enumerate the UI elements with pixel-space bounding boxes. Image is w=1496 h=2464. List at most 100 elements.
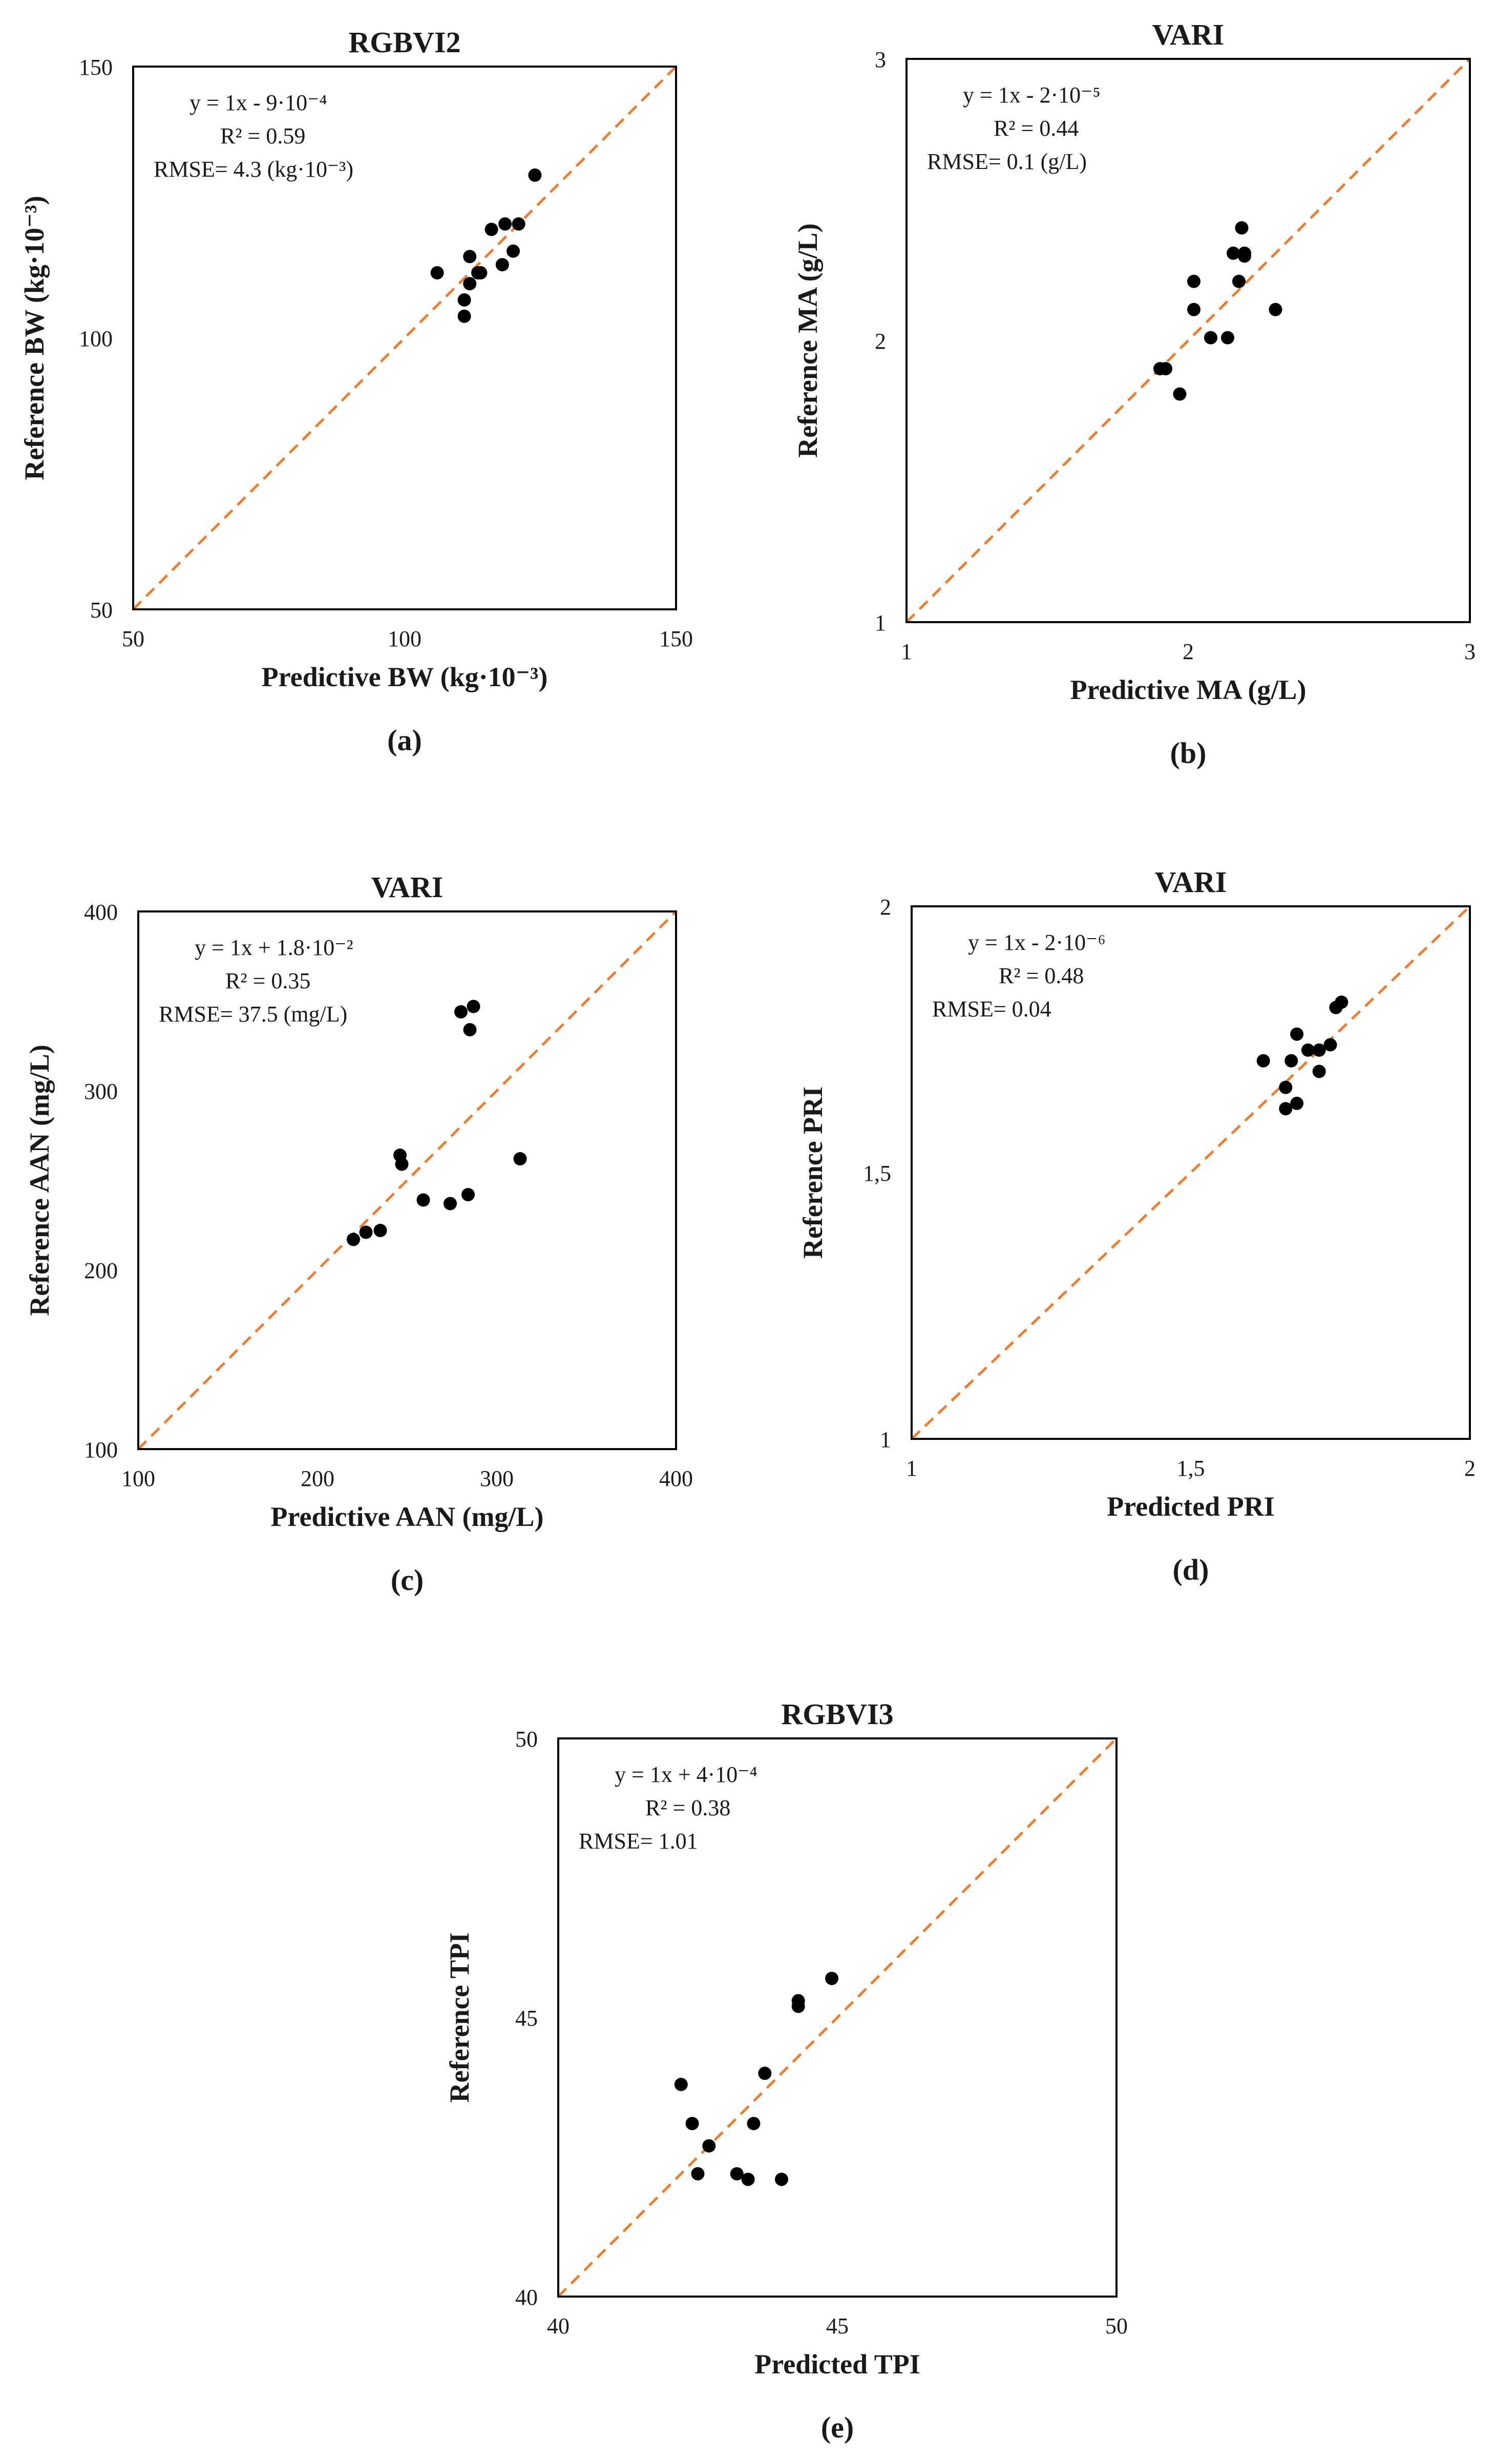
y-tick-label: 100	[84, 1437, 118, 1462]
data-point	[1238, 249, 1251, 263]
x-axis-label: Predicted PRI	[1107, 1491, 1274, 1522]
x-tick-label: 50	[1105, 2313, 1128, 2339]
data-point	[495, 258, 509, 271]
data-point	[498, 217, 512, 231]
y-tick-label: 50	[515, 1727, 538, 1752]
reference-line	[557, 1737, 1118, 2298]
x-tick-label: 40	[547, 2313, 570, 2339]
data-point	[1159, 362, 1172, 375]
data-point	[685, 2117, 699, 2131]
y-tick-label: 40	[515, 2285, 538, 2310]
chart-title: VARI	[371, 870, 444, 904]
y-axis-label: Reference TPI	[444, 1932, 475, 2102]
regression-annotation: RMSE= 37.5 (mg/L)	[159, 1002, 347, 1027]
x-tick-label: 100	[121, 1466, 155, 1491]
y-tick-label: 1	[880, 1427, 891, 1452]
regression-annotation: RMSE= 0.04	[932, 996, 1051, 1022]
data-point	[512, 217, 525, 231]
panel-label: (b)	[1170, 736, 1207, 770]
x-axis-label: Predictive BW (kg·10⁻³)	[262, 662, 548, 692]
plot-frame	[557, 1737, 1118, 2298]
y-tick-label: 2	[875, 329, 886, 354]
data-point	[1279, 1080, 1293, 1094]
y-axis-label: Reference BW (kg·10⁻³)	[19, 196, 50, 480]
data-point	[775, 2173, 788, 2186]
data-point	[758, 2067, 772, 2080]
data-point	[1301, 1043, 1315, 1057]
data-point	[1290, 1027, 1304, 1041]
y-tick-label: 100	[79, 326, 113, 351]
data-point	[1290, 1096, 1304, 1110]
panel-label: (e)	[821, 2411, 854, 2444]
regression-annotation: R² = 0.35	[225, 968, 310, 993]
data-point	[1284, 1054, 1298, 1068]
data-point	[507, 244, 520, 258]
regression-annotation: RMSE= 1.01	[579, 1829, 698, 1854]
y-tick-label: 3	[875, 47, 886, 72]
data-point	[430, 266, 444, 280]
data-point	[395, 1157, 409, 1171]
chart-panel-3: VARI 100 200 300 400 100 200 300 400 Predictive A…	[24, 870, 693, 1597]
data-point	[416, 1193, 430, 1207]
panel-label: (d)	[1173, 1553, 1209, 1586]
plot-frame	[132, 66, 677, 610]
data-point	[1204, 331, 1217, 345]
data-point	[373, 1224, 387, 1237]
data-point	[1323, 1038, 1337, 1052]
data-point	[1221, 331, 1234, 345]
data-point	[484, 223, 498, 236]
data-point	[1312, 1065, 1326, 1078]
data-point	[457, 309, 471, 323]
x-tick-label: 300	[480, 1466, 514, 1491]
data-point	[741, 2173, 755, 2186]
x-axis-label: Predictive AAN (mg/L)	[271, 1501, 544, 1532]
regression-annotation: y = 1x + 4·10⁻⁴	[615, 1762, 757, 1787]
x-tick-label: 150	[659, 626, 693, 651]
data-point	[454, 1005, 468, 1018]
reference-line	[911, 905, 1471, 1440]
regression-annotation: y = 1x + 1.8·10⁻²	[195, 935, 353, 960]
data-point	[1187, 303, 1200, 316]
chart-title: RGBVI3	[781, 1697, 893, 1731]
regression-annotation: R² = 0.44	[994, 116, 1079, 141]
data-point	[1256, 1054, 1270, 1068]
chart-panel-1: RGBVI2 50 100 150 50 100 150 Predictive BW (kg·…	[19, 26, 693, 757]
x-tick-label: 3	[1464, 639, 1476, 664]
y-tick-label: 200	[84, 1258, 118, 1283]
data-point	[1235, 221, 1249, 235]
data-point	[1173, 387, 1187, 401]
data-point	[691, 2167, 705, 2181]
x-tick-label: 45	[826, 2313, 849, 2339]
y-axis-label: Reference MA (g/L)	[792, 223, 823, 458]
data-point	[825, 1971, 839, 1985]
chart-title: VARI	[1152, 18, 1225, 51]
data-point	[1232, 274, 1246, 288]
chart-panel-5: RGBVI3 40 45 50 40 45 50 Predicted TPI Reference…	[444, 1697, 1128, 2444]
regression-annotation: R² = 0.38	[645, 1795, 730, 1820]
reference-line	[905, 58, 1471, 623]
data-point	[1227, 246, 1240, 260]
chart-panel-2: VARI 1 2 3 1 2 3 Predictive MA (g/L) Reference M…	[792, 18, 1476, 770]
y-tick-label: 150	[79, 55, 113, 80]
data-point	[791, 2000, 805, 2013]
y-axis-label: Reference AAN (mg/L)	[24, 1045, 55, 1316]
x-axis-label: Predicted TPI	[754, 2349, 920, 2380]
y-tick-label: 300	[84, 1079, 118, 1104]
data-point	[359, 1225, 373, 1239]
data-point	[474, 266, 488, 280]
x-tick-label: 1	[901, 639, 912, 664]
reference-line	[137, 910, 677, 1450]
y-tick-label: 400	[84, 900, 118, 925]
x-tick-label: 100	[388, 626, 422, 651]
x-tick-label: 2	[1464, 1456, 1476, 1481]
data-point	[1279, 1102, 1293, 1116]
chart-title: RGBVI2	[348, 26, 460, 59]
data-point	[730, 2167, 744, 2181]
y-tick-label: 2	[880, 895, 891, 920]
x-tick-label: 200	[301, 1466, 334, 1491]
regression-annotation: y = 1x - 2·10⁻⁶	[968, 930, 1106, 955]
data-point	[457, 293, 471, 307]
regression-annotation: R² = 0.48	[999, 963, 1084, 988]
regression-annotation: y = 1x - 9·10⁻⁴	[189, 90, 327, 115]
